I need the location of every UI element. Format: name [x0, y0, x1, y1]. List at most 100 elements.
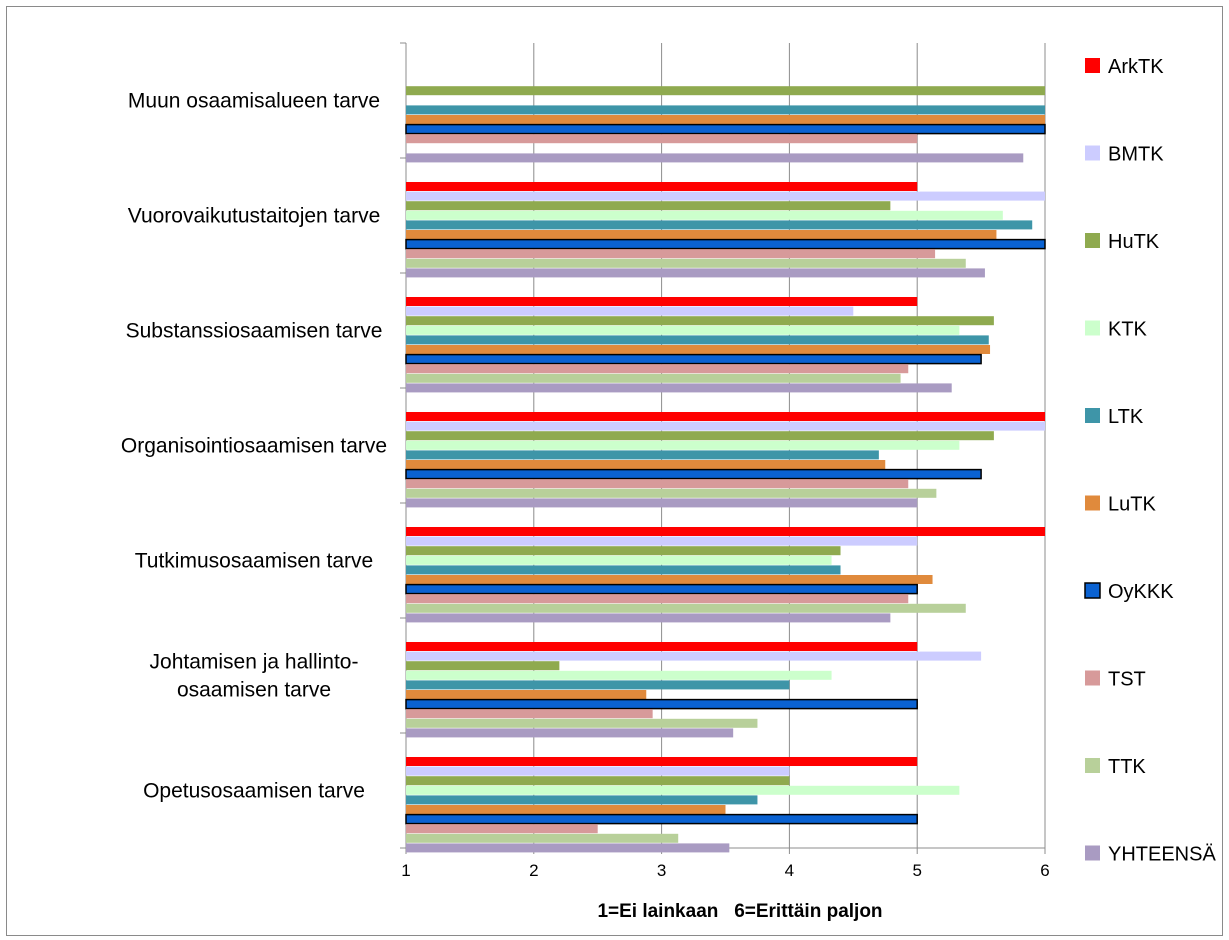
- bar-bmtk: [406, 651, 982, 661]
- bar-ktk: [406, 440, 960, 450]
- bar-hutk: [406, 776, 790, 786]
- bar-bmtk: [406, 536, 918, 546]
- bar-yhteensä: [406, 268, 985, 278]
- category-label: Substanssiosaamisen tarve: [126, 320, 383, 343]
- legend-swatch: [1085, 495, 1100, 511]
- bar-yhteensä: [406, 498, 918, 508]
- bar-oykkk: [405, 353, 982, 365]
- bar-tst: [406, 364, 909, 374]
- bar-arktk: [406, 527, 1045, 536]
- bar-hutk: [406, 86, 1045, 96]
- bar-ktk: [406, 555, 832, 565]
- legend-swatch: [1085, 233, 1100, 248]
- x-tick-label: 3: [657, 861, 666, 880]
- bar-oykkk: [405, 468, 982, 480]
- x-tick-label: 2: [529, 861, 538, 880]
- legend-label: ArkTK: [1108, 56, 1164, 78]
- category-label: Johtamisen ja hallinto-: [150, 651, 359, 674]
- legend-swatch: [1085, 670, 1100, 686]
- legend-swatch: [1085, 758, 1100, 773]
- bar-lutk: [406, 230, 997, 239]
- bar-yhteensä: [406, 153, 1024, 163]
- bar-tst: [406, 824, 598, 834]
- legend-swatch: [1085, 58, 1100, 73]
- bar-ltk: [406, 335, 989, 345]
- bar-hutk: [406, 316, 994, 326]
- bar-bmtk: [406, 191, 1045, 201]
- bar-lutk: [406, 805, 726, 814]
- bar-lutk: [406, 115, 1045, 124]
- bar-ttk: [406, 373, 901, 383]
- bar-arktk: [406, 757, 918, 766]
- bar-lutk: [406, 345, 991, 354]
- bar-ltk: [406, 220, 1033, 230]
- bar-arktk: [406, 642, 918, 651]
- bar-ltk: [406, 680, 790, 690]
- legend-label: HuTK: [1108, 231, 1160, 253]
- bar-oykkk: [405, 123, 1046, 135]
- x-tick-label: 5: [912, 861, 921, 880]
- x-axis-title: 1=Ei lainkaan 6=Erittäin paljon: [597, 901, 882, 922]
- bar-ltk: [406, 565, 841, 575]
- bar-oykkk: [405, 698, 918, 710]
- legend-label: YHTEENSÄ: [1108, 844, 1216, 866]
- legend-label: OyKKK: [1108, 581, 1174, 603]
- bar-yhteensä: [406, 383, 952, 393]
- bar-bmtk: [406, 766, 790, 776]
- bar-yhteensä: [406, 843, 730, 853]
- legend-label: TST: [1108, 669, 1146, 691]
- x-tick-label: 4: [785, 861, 794, 880]
- legend-label: BMTK: [1108, 144, 1164, 166]
- bar-ttk: [406, 718, 758, 728]
- legend-swatch: [1085, 845, 1100, 861]
- category-label: osaamisen tarve: [177, 679, 331, 702]
- bar-ttk: [406, 488, 937, 498]
- legend-swatch: [1085, 145, 1100, 161]
- legend-label: LuTK: [1108, 494, 1156, 516]
- legend-swatch: [1085, 408, 1100, 423]
- category-label: Vuorovaikutustaitojen tarve: [128, 205, 381, 228]
- bar-tst: [406, 709, 653, 719]
- legend-swatch: [1085, 320, 1100, 336]
- bar-tst: [406, 134, 918, 144]
- bar-lutk: [406, 460, 886, 469]
- bar-ktk: [406, 670, 832, 680]
- bar-oykkk: [405, 238, 1046, 250]
- x-tick-label: 1: [401, 861, 410, 880]
- bar-yhteensä: [406, 613, 891, 623]
- bar-arktk: [406, 412, 1045, 421]
- category-label: Organisointiosaamisen tarve: [121, 435, 387, 458]
- bar-ktk: [406, 210, 1003, 220]
- bar-ttk: [406, 603, 966, 613]
- category-label: Tutkimusosaamisen tarve: [135, 550, 373, 573]
- bar-ktk: [406, 325, 960, 335]
- bar-yhteensä: [406, 728, 734, 738]
- bar-hutk: [406, 661, 560, 671]
- legend-label: KTK: [1108, 319, 1148, 341]
- bar-ttk: [406, 258, 966, 268]
- bar-bmtk: [406, 306, 854, 316]
- bar-lutk: [406, 575, 933, 584]
- bar-ltk: [406, 450, 879, 460]
- bar-ltk: [406, 105, 1045, 115]
- bar-ttk: [406, 833, 679, 843]
- bar-arktk: [406, 182, 918, 191]
- bar-bmtk: [406, 421, 1045, 431]
- bar-arktk: [406, 297, 918, 306]
- category-label: Muun osaamisalueen tarve: [128, 90, 380, 113]
- category-label: Opetusosaamisen tarve: [143, 780, 365, 803]
- x-tick-label: 6: [1040, 861, 1049, 880]
- bar-tst: [406, 479, 909, 489]
- bar-ktk: [406, 785, 960, 795]
- bar-ltk: [406, 795, 758, 805]
- legend-swatch: [1084, 582, 1101, 599]
- bar-oykkk: [405, 813, 918, 825]
- bar-tst: [406, 249, 936, 259]
- bar-hutk: [406, 431, 994, 441]
- bar-hutk: [406, 546, 841, 556]
- legend-label: LTK: [1108, 406, 1144, 428]
- chart-frame: [6, 6, 1223, 936]
- bar-lutk: [406, 690, 647, 699]
- bar-oykkk: [405, 583, 918, 595]
